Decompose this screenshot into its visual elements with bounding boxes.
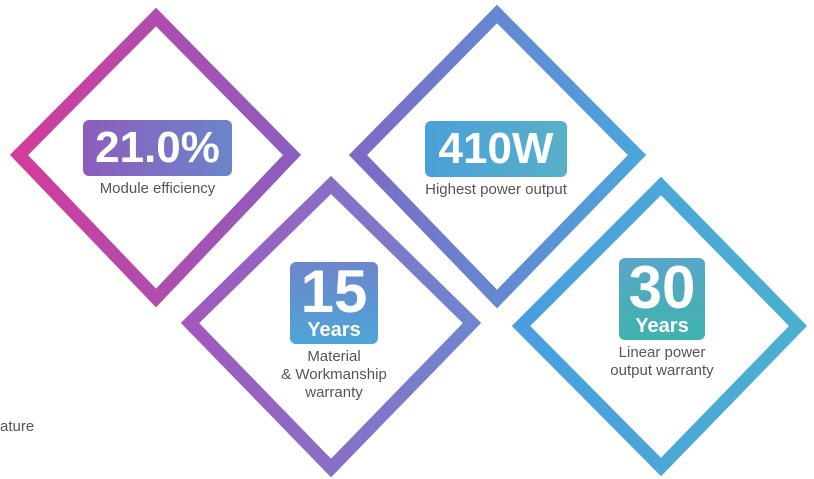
stat-highest-power-output: 410W Highest power output	[406, 121, 586, 199]
linear-label-line: Linear power	[618, 344, 706, 361]
power-value-badge: 410W	[424, 121, 568, 177]
linear-years-unit: Years	[635, 315, 689, 337]
material-label-line: Material	[307, 348, 361, 365]
diamond-power	[348, 4, 647, 309]
diamond-efficiency	[9, 7, 302, 308]
material-label: Material & Workmanship warranty	[264, 348, 404, 402]
diamond-linear	[511, 176, 808, 477]
material-years-value: 15	[300, 258, 368, 325]
material-years-badge: 15 Years	[290, 262, 378, 344]
material-label-line: & Workmanship	[281, 366, 387, 383]
linear-years-value: 30	[628, 254, 696, 321]
linear-label: Linear power output warranty	[587, 344, 737, 380]
stat-material-warranty: 15 Years Material & Workmanship warranty	[264, 262, 404, 402]
efficiency-value-badge: 21.0%	[83, 120, 232, 176]
linear-years-badge: 30 Years	[619, 258, 705, 340]
power-label: Highest power output	[425, 181, 567, 198]
material-label-line: warranty	[305, 384, 363, 401]
stat-linear-power-warranty: 30 Years Linear power output warranty	[587, 258, 737, 380]
efficiency-label: Module efficiency	[99, 180, 216, 197]
stat-module-efficiency: 21.0% Module efficiency	[70, 120, 245, 198]
clipped-feature-text: ature	[0, 418, 35, 435]
diamond-material	[180, 175, 482, 478]
material-years-unit: Years	[307, 319, 361, 341]
linear-label-line: output warranty	[610, 362, 714, 379]
